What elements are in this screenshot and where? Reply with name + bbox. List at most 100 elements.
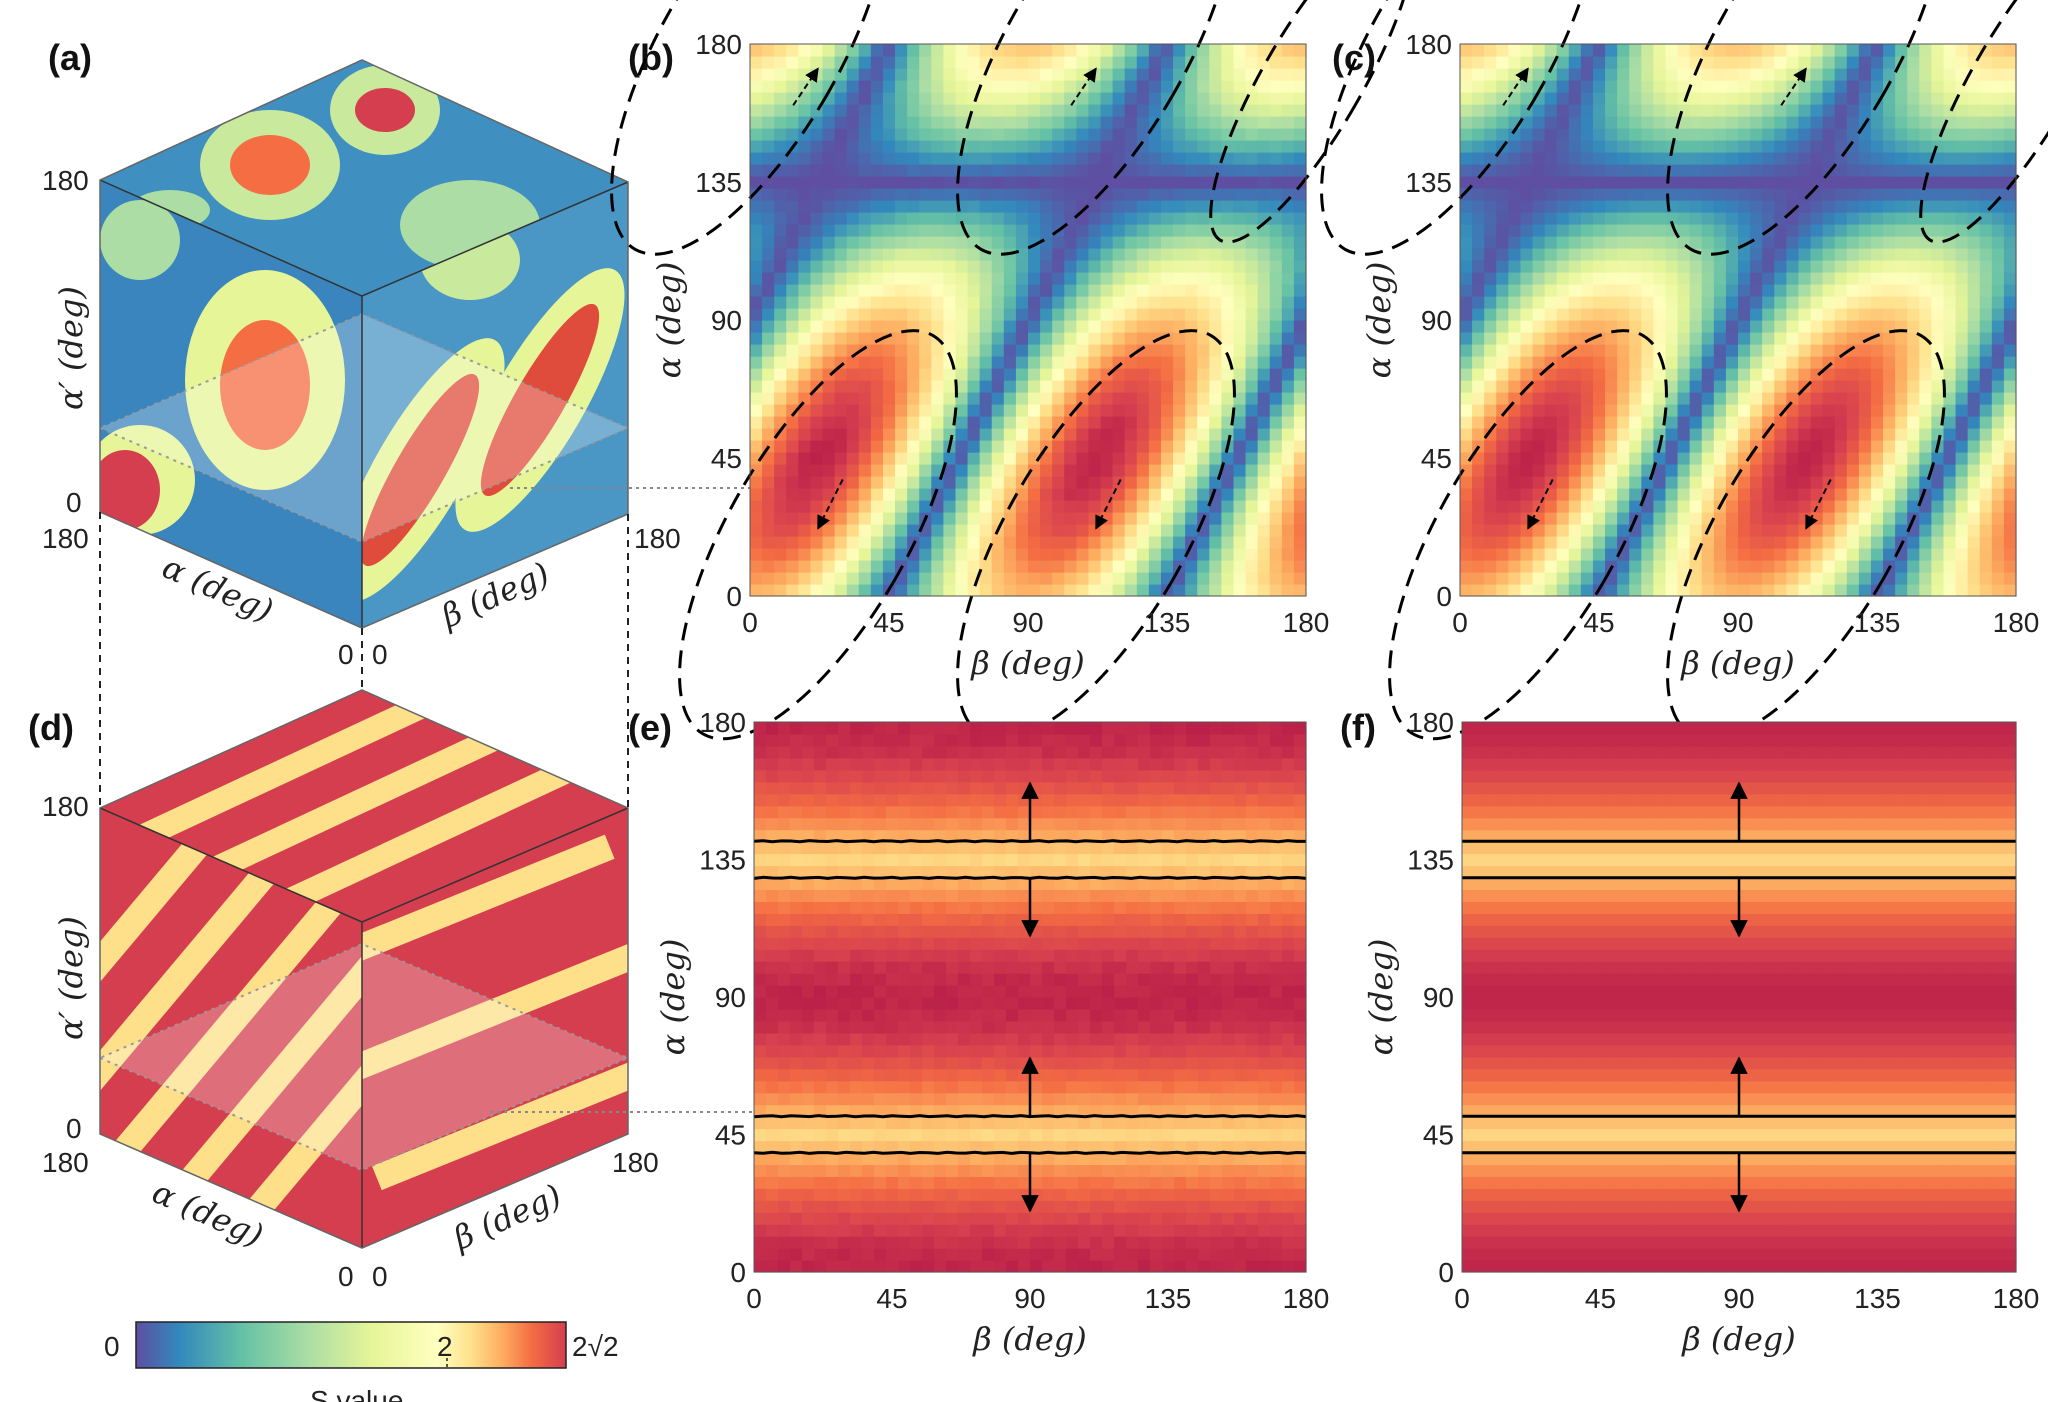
heatmap-cell bbox=[1064, 236, 1077, 249]
heatmap-cell bbox=[762, 140, 775, 153]
heatmap-cell bbox=[1979, 80, 1993, 93]
heatmap-cell bbox=[943, 560, 957, 573]
heatmap-cell bbox=[1592, 536, 1606, 549]
heatmap-cell bbox=[1605, 512, 1618, 525]
heatmap-cell bbox=[1979, 476, 1993, 489]
heatmap-cell bbox=[1040, 296, 1053, 309]
heatmap-cell bbox=[1858, 512, 1872, 525]
heatmap-cell bbox=[1160, 368, 1174, 381]
heatmap-cell bbox=[778, 1200, 791, 1213]
heatmap-cell bbox=[1508, 260, 1522, 273]
heatmap-cell bbox=[1762, 92, 1775, 105]
heatmap-cell bbox=[1197, 212, 1210, 225]
heatmap-cell bbox=[846, 56, 860, 69]
heatmap-cell bbox=[1870, 368, 1884, 381]
heatmap-cell bbox=[967, 500, 981, 513]
heatmap-cell bbox=[1653, 368, 1667, 381]
heatmap-cell bbox=[786, 164, 799, 177]
heatmap-cell bbox=[1185, 584, 1198, 597]
heatmap-cell bbox=[1484, 92, 1497, 105]
heatmap-cell bbox=[1786, 164, 1800, 177]
colorbar-min-label: 0 bbox=[104, 1331, 120, 1362]
heatmap-cell bbox=[1701, 188, 1715, 201]
heatmap-cell bbox=[1160, 560, 1174, 573]
heatmap-cell bbox=[967, 548, 981, 561]
heatmap-cell bbox=[1846, 164, 1860, 177]
heatmap-cell bbox=[910, 973, 923, 986]
heatmap-cell bbox=[810, 164, 824, 177]
heatmap-cell bbox=[1508, 320, 1522, 333]
heatmap-cell bbox=[1028, 572, 1041, 585]
heatmap-cell bbox=[778, 1140, 791, 1154]
heatmap-cell bbox=[810, 296, 824, 309]
heatmap-cell bbox=[1955, 296, 1969, 309]
heatmap-cell bbox=[1641, 428, 1654, 441]
heatmap-cell bbox=[991, 476, 1005, 489]
heatmap-cell bbox=[1665, 320, 1679, 333]
heatmap-cell bbox=[822, 188, 836, 201]
heatmap-cell bbox=[1810, 308, 1824, 321]
heatmap-cell bbox=[1257, 308, 1271, 321]
heatmap-cell bbox=[1088, 524, 1102, 537]
heatmap-cell bbox=[1810, 356, 1824, 369]
heatmap-cell bbox=[846, 332, 860, 345]
heatmap-cell bbox=[1028, 440, 1041, 453]
heatmap-cell bbox=[1991, 404, 2005, 417]
heatmap-cell bbox=[1520, 248, 1534, 261]
heatmap-cell bbox=[1798, 428, 1812, 441]
heatmap-cell bbox=[1040, 392, 1053, 405]
heatmap-cell bbox=[814, 1164, 827, 1177]
heatmap-cell bbox=[1136, 488, 1150, 501]
heatmap-cell bbox=[1508, 404, 1522, 417]
heatmap-cell bbox=[1064, 200, 1077, 213]
heatmap-cell bbox=[1472, 356, 1485, 369]
heatmap-cell bbox=[1967, 104, 1981, 117]
heatmap-cell bbox=[1472, 476, 1485, 489]
heatmap-cell bbox=[907, 128, 920, 141]
heatmap-cell bbox=[1052, 368, 1065, 381]
heatmap-cell bbox=[1641, 284, 1654, 297]
heatmap-cell bbox=[858, 140, 872, 153]
heatmap-cell bbox=[1725, 80, 1739, 93]
heatmap-cell bbox=[1580, 308, 1594, 321]
heatmap-cell bbox=[1967, 188, 1981, 201]
heatmap-cell bbox=[1064, 416, 1077, 429]
heatmap-cell bbox=[826, 805, 839, 819]
heatmap-cell bbox=[1028, 428, 1041, 441]
heatmap-cell bbox=[1677, 188, 1691, 201]
heatmap-cell bbox=[1846, 260, 1860, 273]
heatmap-cell bbox=[1269, 452, 1283, 465]
heatmap-cell bbox=[1858, 128, 1872, 141]
heatmap-cell bbox=[1568, 512, 1582, 525]
heatmap-cell bbox=[991, 224, 1005, 237]
heatmap-cell bbox=[786, 488, 799, 501]
heatmap-cell bbox=[1148, 200, 1162, 213]
heatmap-cell bbox=[1100, 200, 1114, 213]
heatmap-cell bbox=[931, 548, 944, 561]
heatmap-cell bbox=[1762, 356, 1775, 369]
heatmap-cell bbox=[1568, 464, 1582, 477]
heatmap-cell bbox=[2003, 200, 2017, 213]
heatmap-cell bbox=[1641, 80, 1654, 93]
heatmap-cell bbox=[1991, 392, 2005, 405]
heatmap-cell bbox=[790, 1164, 803, 1177]
heatmap-cell bbox=[1544, 356, 1558, 369]
heatmap-cell bbox=[1689, 236, 1703, 249]
heatmap-cell bbox=[1677, 272, 1691, 285]
heatmap-cell bbox=[1762, 248, 1775, 261]
heatmap-cell bbox=[1257, 176, 1271, 189]
heatmap-cell bbox=[1160, 440, 1174, 453]
heatmap-cell bbox=[1484, 188, 1497, 201]
heatmap-cell bbox=[1257, 260, 1271, 273]
heatmap-cell bbox=[1233, 428, 1247, 441]
heatmap-cell bbox=[1943, 536, 1957, 549]
heatmap-cell bbox=[1592, 308, 1606, 321]
heatmap-cell bbox=[762, 320, 775, 333]
heatmap-cell bbox=[798, 488, 812, 501]
heatmap-cell bbox=[790, 1116, 803, 1130]
heatmap-cell bbox=[907, 368, 920, 381]
heatmap-cell bbox=[910, 949, 923, 962]
heatmap-cell bbox=[750, 188, 763, 201]
heatmap-cell bbox=[1895, 452, 1908, 465]
heatmap-cell bbox=[1967, 128, 1981, 141]
